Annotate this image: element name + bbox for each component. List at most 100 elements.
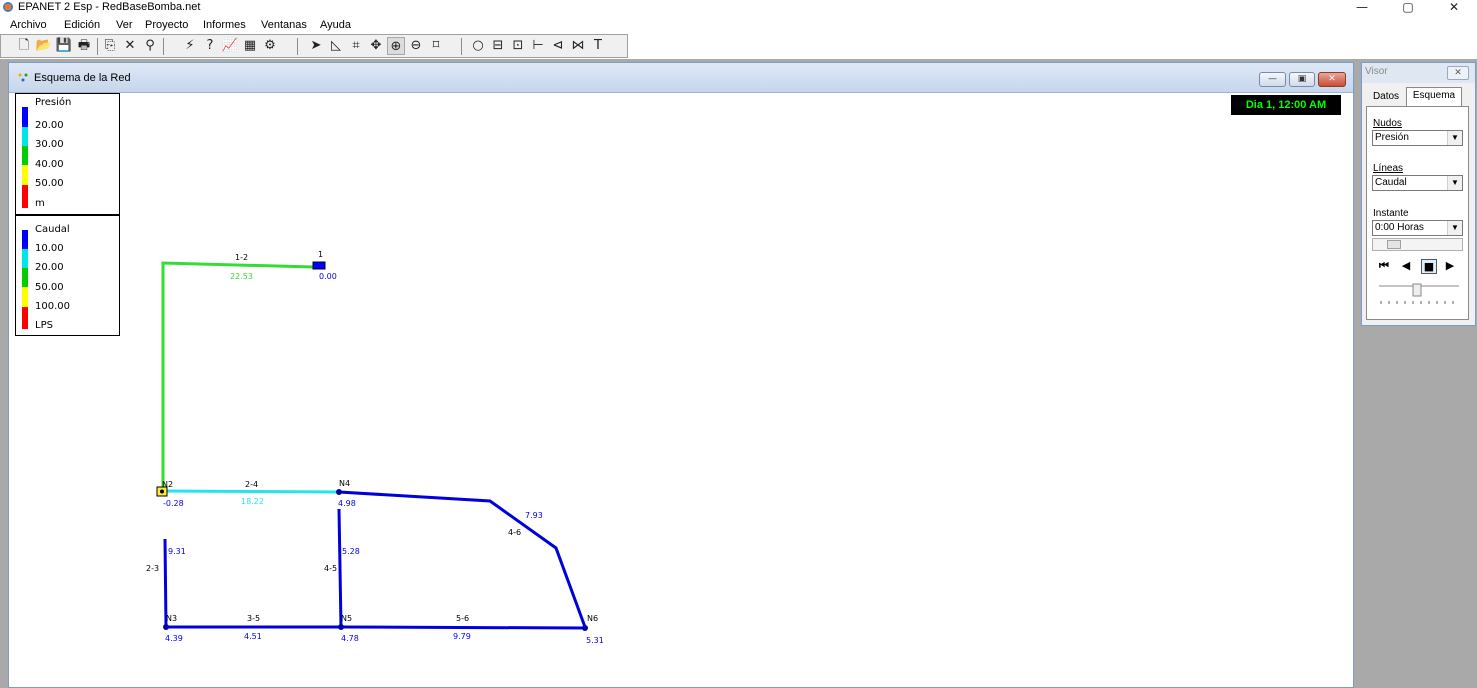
menu-proyecto[interactable]: Proyecto: [145, 19, 189, 31]
select-vertex-icon[interactable]: ◺: [331, 38, 341, 53]
lineas-select[interactable]: Caudal ▼: [1372, 175, 1463, 191]
copy-icon[interactable]: ⎘: [104, 38, 116, 53]
map-title-bar: Esquema de la Red — ▣ ✕: [9, 63, 1353, 93]
add-pump-icon[interactable]: ⊲: [552, 38, 564, 53]
pipe-4-6[interactable]: [338, 490, 587, 628]
junction-node-N6[interactable]: [582, 625, 588, 631]
add-reservoir-icon[interactable]: ⊟: [492, 38, 504, 53]
chevron-down-icon[interactable]: ▼: [1447, 221, 1462, 235]
stop-icon[interactable]: ■: [1421, 259, 1437, 274]
query-icon[interactable]: ?: [206, 38, 214, 53]
pipe-1-2[interactable]: [161, 261, 314, 269]
pipe-2-3-lower[interactable]: [163, 538, 168, 628]
pipe-5-6[interactable]: [340, 625, 586, 630]
legend-color-1: [22, 230, 28, 249]
simulation-time: Dia 1, 12:00 AM: [1231, 95, 1341, 115]
node-value-label: 4.98: [338, 499, 356, 508]
instante-select[interactable]: 0:00 Horas ▼: [1372, 220, 1463, 236]
add-valve-icon[interactable]: ⋈: [571, 38, 585, 53]
menu-edicion[interactable]: Edición: [64, 19, 101, 31]
add-pipe-icon[interactable]: ⊢: [532, 38, 544, 53]
legend-label: 50.00: [35, 178, 64, 189]
find-icon[interactable]: ⚲: [145, 38, 155, 53]
rewind-icon[interactable]: ⏮: [1379, 259, 1389, 272]
junction-node-N4[interactable]: [336, 489, 342, 495]
nodos-label: Nudos: [1373, 118, 1402, 129]
toolbar-separator: [461, 38, 462, 55]
pipe-2-4[interactable]: [162, 489, 340, 494]
add-tank-icon[interactable]: ⊡: [512, 38, 524, 53]
options-icon[interactable]: ⚙: [264, 38, 276, 53]
map-minimize-button[interactable]: —: [1259, 72, 1286, 87]
link-id-label: 5-6: [456, 614, 469, 623]
legend-color-1: [22, 107, 28, 127]
tab-datos[interactable]: Datos: [1372, 91, 1400, 102]
link-id-label: 1-2: [235, 253, 248, 262]
table-icon[interactable]: ▦: [243, 38, 257, 53]
legend-color-4: [22, 287, 28, 307]
menu-ver[interactable]: Ver: [116, 19, 133, 31]
flow-legend[interactable]: Caudal 10.00 20.00 50.00 100.00 LPS: [15, 215, 120, 336]
add-label-icon[interactable]: T: [594, 38, 602, 53]
minimize-button[interactable]: —: [1356, 0, 1368, 14]
print-icon[interactable]: 🖶: [77, 38, 91, 53]
link-id-label: 2-3: [146, 564, 159, 573]
time-scrollbar-thumb[interactable]: [1387, 240, 1401, 249]
new-icon[interactable]: 🗋: [18, 38, 30, 53]
nodos-select[interactable]: Presión ▼: [1372, 130, 1463, 146]
select-icon[interactable]: ➤: [310, 38, 322, 53]
network-map[interactable]: 1 N2 N3 N4 N5 N6 0.00 -0.28 4.39 4.98 4.…: [9, 63, 1353, 687]
add-junction-icon[interactable]: ○: [472, 38, 484, 53]
junction-node-N5[interactable]: [338, 624, 344, 630]
legend-label: 50.00: [35, 282, 64, 293]
reservoir-node-1[interactable]: [312, 261, 326, 270]
link-value-label: 7.93: [525, 511, 543, 520]
time-scrollbar[interactable]: [1372, 238, 1463, 251]
menu-ventanas[interactable]: Ventanas: [261, 19, 307, 31]
close-button[interactable]: ✕: [1448, 0, 1460, 14]
menu-ayuda[interactable]: Ayuda: [320, 19, 351, 31]
zoom-out-icon[interactable]: ⊖: [410, 38, 422, 53]
full-extent-icon[interactable]: ⌑: [432, 38, 440, 53]
tab-esquema[interactable]: Esquema: [1406, 87, 1462, 107]
legend-label: 20.00: [35, 262, 64, 273]
open-icon[interactable]: 📂: [35, 38, 53, 53]
speed-slider[interactable]: [1377, 283, 1461, 305]
delete-icon[interactable]: ✕: [124, 38, 136, 53]
node-value-label: -0.28: [163, 499, 184, 508]
junction-node-N3[interactable]: [163, 624, 169, 630]
link-value-label: 5.28: [342, 547, 360, 556]
link-value-label: 9.31: [168, 547, 186, 556]
back-icon[interactable]: ◀: [1401, 259, 1411, 272]
run-icon[interactable]: ⚡: [185, 38, 195, 53]
legend-label: 10.00: [35, 243, 64, 254]
pipe-4-5[interactable]: [337, 508, 343, 628]
node-value-label: 4.39: [165, 634, 183, 643]
speed-slider-thumb[interactable]: [1412, 283, 1422, 297]
save-icon[interactable]: 💾: [55, 38, 73, 53]
menu-archivo[interactable]: Archivo: [10, 19, 47, 31]
graph-icon[interactable]: 📈: [221, 38, 239, 53]
menu-bar: Archivo Edición Ver Proyecto Informes Ve…: [0, 17, 1477, 33]
map-restore-button[interactable]: ▣: [1289, 72, 1315, 87]
link-id-label: 3-5: [247, 614, 260, 623]
pan-icon[interactable]: ✥: [370, 38, 382, 53]
legend-label: 40.00: [35, 159, 64, 170]
pump-marker-icon: [160, 489, 164, 494]
pressure-legend[interactable]: Presión 20.00 30.00 40.00 50.00 m: [15, 93, 120, 215]
chevron-down-icon[interactable]: ▼: [1447, 131, 1462, 145]
map-close-button[interactable]: ✕: [1318, 72, 1346, 87]
chevron-down-icon[interactable]: ▼: [1447, 176, 1462, 190]
visor-title-bar: Visor ✕: [1362, 63, 1475, 83]
select-region-icon[interactable]: ⌗: [352, 38, 360, 53]
maximize-button[interactable]: ▢: [1402, 0, 1414, 14]
visor-close-button[interactable]: ✕: [1447, 66, 1469, 80]
zoom-in-icon[interactable]: ⊕: [387, 37, 405, 55]
play-icon[interactable]: ▶: [1445, 259, 1455, 272]
legend-title: Caudal: [35, 224, 70, 235]
toolbar-separator: [163, 38, 164, 55]
node-value-label: 5.31: [586, 636, 604, 645]
legend-label: 30.00: [35, 139, 64, 150]
menu-informes[interactable]: Informes: [203, 19, 246, 31]
link-id-label: 2-4: [245, 480, 258, 489]
